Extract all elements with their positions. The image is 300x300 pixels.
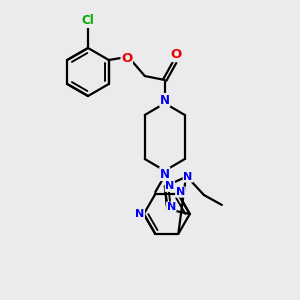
Text: N: N: [160, 167, 170, 181]
Text: N: N: [165, 181, 175, 191]
Text: Cl: Cl: [82, 14, 94, 28]
Text: N: N: [183, 172, 193, 182]
Text: N: N: [176, 187, 185, 197]
Text: O: O: [170, 49, 182, 62]
Text: O: O: [121, 52, 132, 64]
Text: N: N: [167, 202, 176, 212]
Text: N: N: [135, 209, 144, 219]
Text: N: N: [160, 94, 170, 106]
